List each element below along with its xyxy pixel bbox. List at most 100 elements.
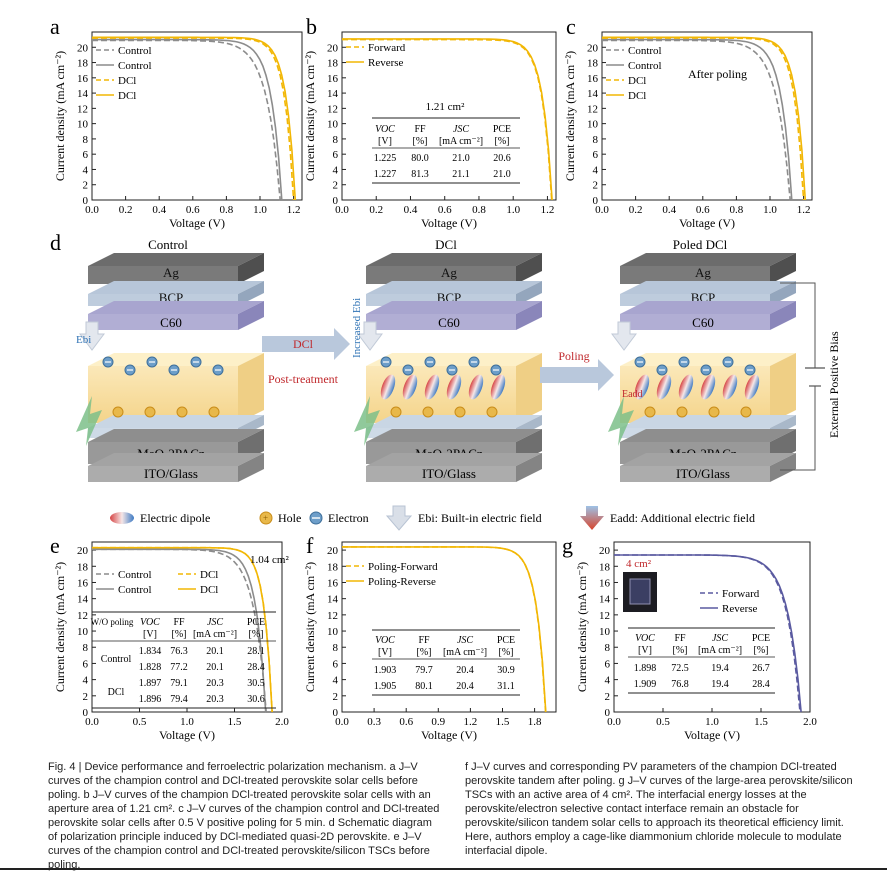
chart-a-ytick: 0 [83, 195, 89, 207]
chart-f-ytick: 18 [327, 561, 339, 573]
table-b-r2c1: 1.227 [374, 169, 397, 180]
chart-g: 0.0 0.5 1.0 1.5 2.0 0 2 4 6 8 10 12 14 16 18 20 Voltage … [575, 541, 817, 742]
table-f-r2c4: 31.1 [497, 681, 515, 692]
table-e-r1c2: 76.3 [170, 646, 188, 657]
table-b-u4: [%] [495, 136, 510, 147]
table-b-u2: [%] [413, 136, 428, 147]
panel-label-e: e [50, 533, 60, 558]
chart-a-ytick: 4 [83, 164, 89, 176]
table-b-h2: FF [414, 124, 426, 135]
chart-a-xtick: 1.2 [287, 204, 301, 216]
chart-b-frame [341, 31, 557, 201]
chart-a-xtick: 0.2 [119, 204, 133, 216]
chart-c-xtick: 0.4 [662, 204, 676, 216]
table-e-r2c2: 77.2 [170, 662, 188, 673]
table-g-u4: [%] [754, 645, 769, 656]
table-e-r1c1: 1.834 [139, 646, 162, 657]
chart-g-xtick: 1.0 [705, 716, 719, 728]
chart-g-ylabel: Current density (mA cm⁻²) [575, 562, 589, 692]
table-e-r4c1: 1.896 [139, 694, 162, 705]
arrow-label-poling: Poling [558, 349, 589, 363]
table-f-r1c1: 1.903 [374, 665, 397, 676]
panel-label-d: d [50, 230, 61, 255]
chart-c-ytick: 16 [587, 73, 599, 85]
chart-a-xtick: 0.4 [152, 204, 166, 216]
panel-label-c: c [566, 14, 576, 39]
chart-a-curve-1 [92, 38, 283, 201]
hole [176, 406, 188, 418]
dipole [744, 374, 760, 400]
chart-e-ytick: 16 [77, 577, 89, 589]
chart-b-xlabel: Voltage (V) [421, 216, 477, 230]
chart-b-xtick: 0.8 [472, 204, 486, 216]
table-b-u1: [V] [378, 136, 392, 147]
chart-b-xtick: 0.4 [404, 204, 418, 216]
table-e-h0: W/O poling [91, 617, 134, 627]
chart-f-ytick: 16 [327, 577, 339, 589]
chart-b-xtick: 0.6 [438, 204, 452, 216]
table-e-r4c4: 30.6 [247, 694, 265, 705]
chart-e-xtick: 1.5 [228, 716, 242, 728]
chart-g-legend-0: Forward [722, 588, 760, 600]
layer-label-c60: C60 [438, 315, 460, 330]
device-stack-1: AgBCPC60MeO-2PACzITO/Glass [354, 253, 542, 482]
chart-a-xtick: 0.0 [85, 204, 99, 216]
table-e-r1c4: 28.1 [247, 646, 265, 657]
chart-f-xtick: 1.5 [496, 716, 510, 728]
schematic-title-poled: Poled DCl [673, 237, 728, 252]
chart-g-ytick: 18 [599, 561, 611, 573]
table-g-h3: JSC [712, 633, 728, 644]
table-g-u3: [mA cm⁻²] [698, 645, 742, 656]
table-e-u3: [mA cm⁻²] [193, 629, 237, 640]
chart-c-ytick: 14 [587, 88, 599, 100]
arrow-dcl [262, 328, 350, 360]
chart-f-ytick: 4 [333, 675, 339, 687]
layer-label: Ag [163, 265, 179, 280]
layer-label-ito: ITO/Glass [422, 466, 476, 481]
ebi-arrow [79, 321, 105, 351]
chart-c-ylabel: Current density (mA cm⁻²) [563, 51, 577, 181]
hole [708, 406, 720, 418]
table-e-group-dcl: DCl [108, 687, 125, 698]
table-e-r2c1: 1.828 [139, 662, 162, 673]
table-g-r1c3: 19.4 [711, 663, 729, 674]
chart-a-xlabel: Voltage (V) [169, 216, 225, 230]
light-icon [354, 396, 380, 446]
table-b-r2c3: 21.1 [452, 169, 470, 180]
chart-a-ytick: 14 [77, 88, 89, 100]
dipole [722, 374, 738, 400]
chart-c-legend-3: DCl [628, 90, 646, 102]
chart-g-xtick: 0.0 [607, 716, 621, 728]
layer-label: Ag [441, 265, 457, 280]
dipole [424, 374, 440, 400]
chart-g-xtick: 1.5 [754, 716, 768, 728]
eadd-arrow-icon [580, 506, 604, 530]
light-icon [76, 396, 102, 446]
table-f-h4: PCE [497, 635, 515, 646]
after-poling-annotation: After poling [688, 67, 747, 81]
chart-f-ytick: 0 [333, 707, 339, 719]
chart-c-xtick: 1.0 [763, 204, 777, 216]
chart-a-legend-3: DCl [118, 90, 136, 102]
table-b-h1: VOC [375, 124, 395, 135]
table-e-h1: VOC [140, 617, 160, 628]
chart-a-ytick: 2 [83, 180, 89, 192]
chart-f: 0.0 0.3 0.6 0.9 1.2 1.5 1.8 0 2 4 6 8 10 12 14 16 18 20 Vo… [303, 541, 557, 742]
hole [208, 406, 220, 418]
chart-b-legend-0: Forward [368, 42, 406, 54]
chart-b-ytick: 16 [327, 73, 339, 85]
table-e-group-control: Control [101, 654, 132, 665]
chart-b-legend-1: Reverse [368, 57, 404, 69]
table-g-r2c1: 1.909 [634, 679, 657, 690]
svg-text:+: + [263, 513, 268, 523]
hole [644, 406, 656, 418]
chart-c-ytick: 4 [593, 164, 599, 176]
chart-c-frame [601, 31, 813, 201]
chart-e-ytick: 6 [83, 658, 89, 670]
table-b-u3: [mA cm⁻²] [439, 136, 483, 147]
chart-c-xtick: 0.0 [595, 204, 609, 216]
chart-a-ytick: 16 [77, 73, 89, 85]
table-b-r1c1: 1.225 [374, 153, 397, 164]
chart-b-xtick: 0.2 [369, 204, 383, 216]
